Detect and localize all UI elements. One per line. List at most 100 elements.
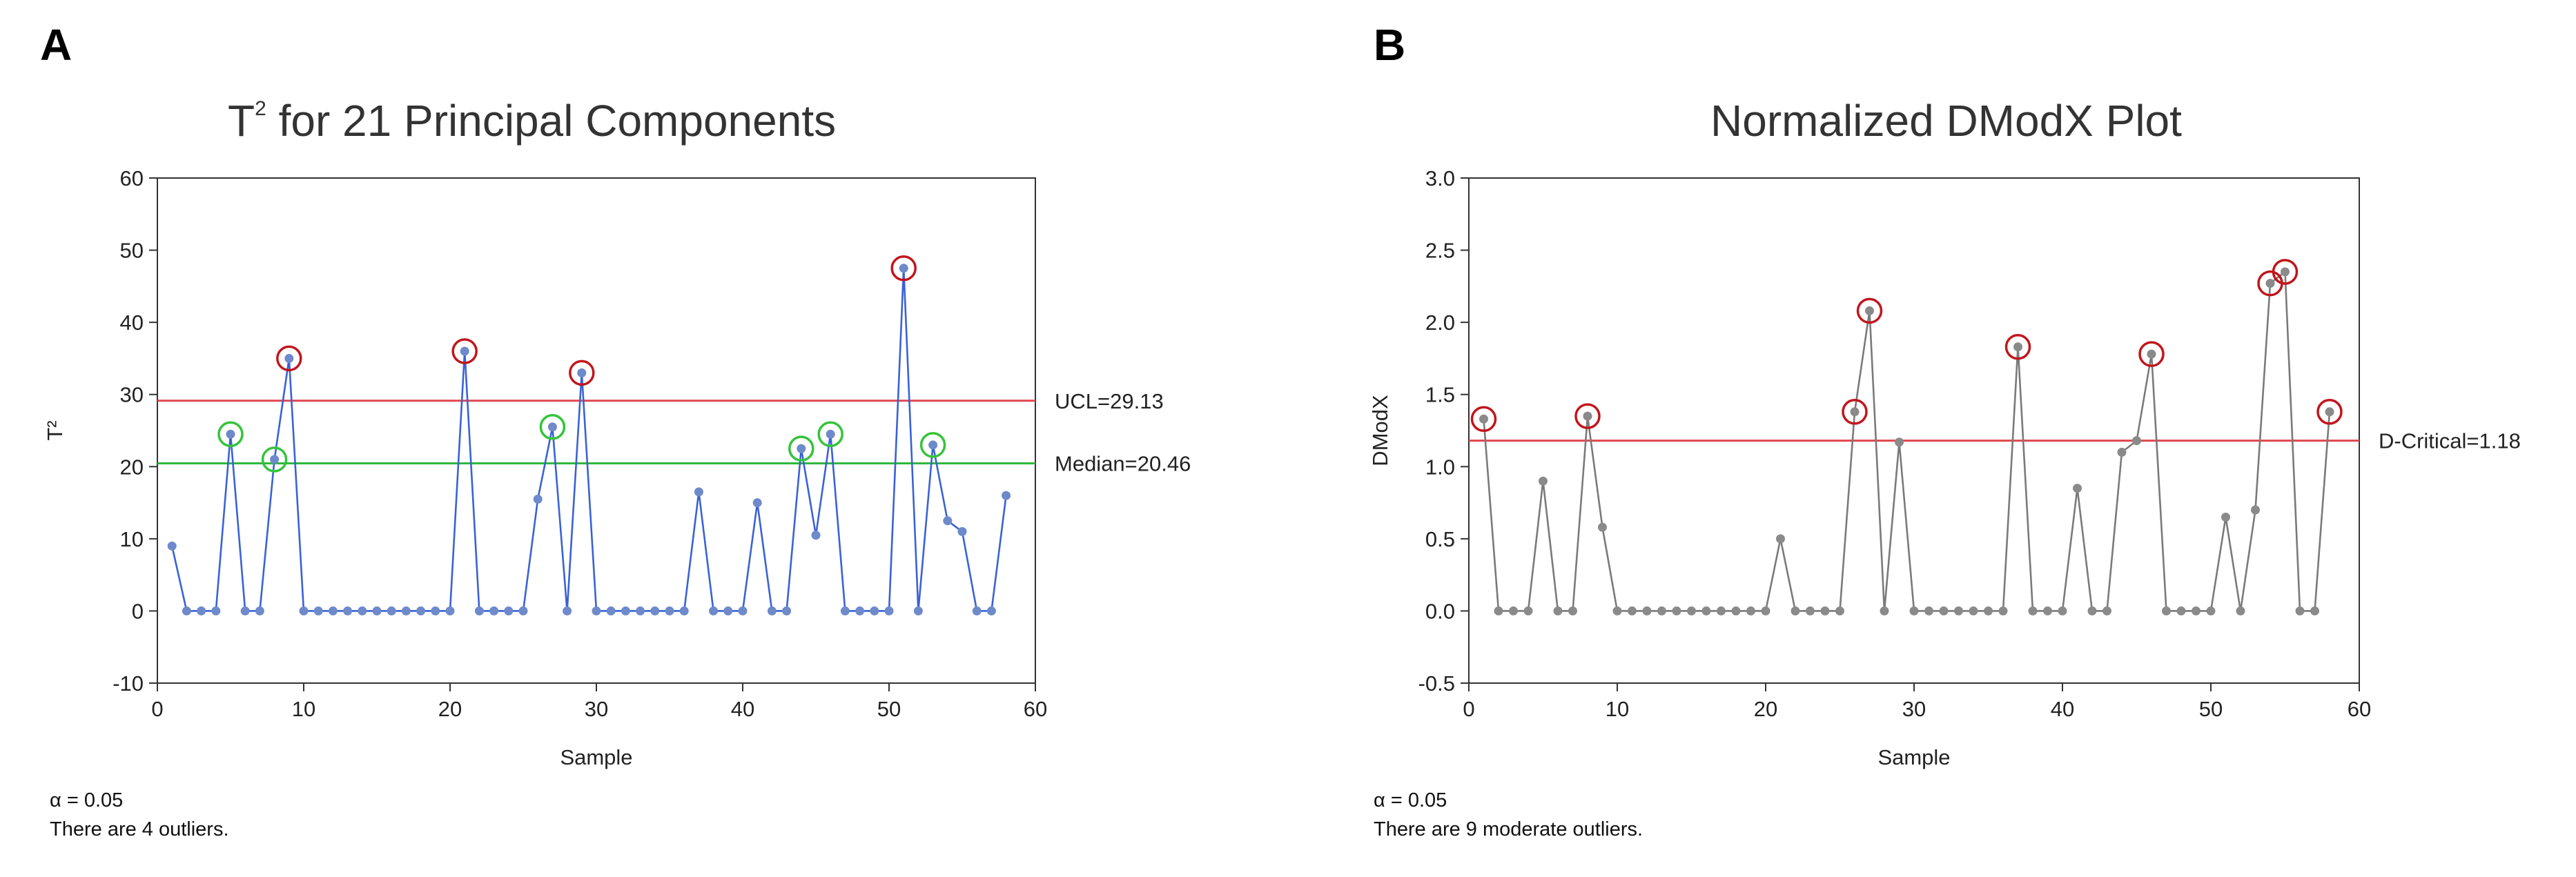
dmodx-data-point xyxy=(1479,414,1488,424)
t2-outlier-circle xyxy=(276,345,302,372)
dmodx-data-point xyxy=(1657,606,1666,615)
t2-data-point xyxy=(577,368,587,377)
t2-data-point xyxy=(665,606,674,615)
t2-x-axis-label: Sample xyxy=(560,745,632,769)
dmodx-data-point xyxy=(2073,484,2082,493)
dmodx-data-point xyxy=(1850,407,1860,417)
t2-data-point xyxy=(547,422,557,432)
dmodx-data-point xyxy=(1924,606,1933,615)
dmodx-data-point xyxy=(1523,606,1533,615)
dmodx-data-point xyxy=(1806,606,1815,615)
t2-ytick-label: 50 xyxy=(120,239,144,263)
chart-title-t2-sup: 2 xyxy=(255,97,266,120)
dmodx-ytick-label: 0.5 xyxy=(1425,527,1455,551)
dmodx-y-axis-label: DModX xyxy=(1368,395,1392,466)
t2-data-point xyxy=(431,606,440,615)
t2-data-point xyxy=(986,606,996,615)
t2-data-point xyxy=(372,606,382,615)
t2-data-point xyxy=(826,429,835,439)
dmodx-data-point xyxy=(2236,606,2245,615)
t2-moderate-circle xyxy=(817,421,843,447)
dmodx-data-point xyxy=(1509,606,1518,615)
t2-data-point xyxy=(563,606,572,615)
dmodx-data-point xyxy=(1553,606,1563,615)
t2-data-point xyxy=(752,498,762,508)
t2-data-point xyxy=(270,455,280,464)
t2-xtick-label: 20 xyxy=(438,697,462,721)
t2-data-point xyxy=(738,606,748,615)
t2-xtick-label: 40 xyxy=(731,697,754,721)
t2-ytick-label: 0 xyxy=(132,599,144,623)
t2-outlier-circle xyxy=(890,255,917,282)
t2-data-point xyxy=(533,494,543,504)
chart-title-t2-main: T xyxy=(228,96,255,146)
note-outliers-b: There are 9 moderate outliers. xyxy=(1374,818,1643,840)
dmodx-data-point xyxy=(1717,606,1726,615)
dmodx-ytick-label: 1.0 xyxy=(1425,455,1455,479)
dmodx-outlier-circle xyxy=(2004,333,2031,360)
t2-outlier-circle xyxy=(569,359,595,386)
dmodx-data-point xyxy=(2043,606,2052,615)
t2-ytick-label: 30 xyxy=(120,383,144,407)
t2-data-point xyxy=(167,541,177,551)
t2-data-point xyxy=(899,264,908,273)
dmodx-data-point xyxy=(2295,606,2305,615)
dmodx-data-point xyxy=(1642,606,1652,615)
t2-data-point xyxy=(401,606,411,615)
dmodx-ytick-label: 1.5 xyxy=(1425,383,1455,407)
dmodx-xtick-label: 30 xyxy=(1902,697,1926,721)
t2-moderate-circle xyxy=(261,446,288,473)
dmodx-data-point xyxy=(2028,606,2038,615)
t2-xtick-label: 50 xyxy=(877,697,901,721)
dmodx-data-point xyxy=(1701,606,1711,615)
dmodx-outlier-circle xyxy=(1574,403,1601,429)
dmodx-ytick-label: 3.0 xyxy=(1425,166,1455,190)
t2-ytick-label: 10 xyxy=(120,527,144,551)
t2-data-point xyxy=(255,606,264,615)
t2-data-point xyxy=(709,606,719,615)
dmodx-xtick-label: 60 xyxy=(2348,697,2371,721)
dmodx-data-point xyxy=(1731,606,1741,615)
t2-ytick-label: -10 xyxy=(113,671,144,696)
dmodx-data-point xyxy=(2206,606,2216,615)
dmodx-data-point xyxy=(1790,606,1800,615)
dmodx-data-point xyxy=(1761,606,1770,615)
dmodx-xtick-label: 10 xyxy=(1606,697,1629,721)
dmodx-xtick-label: 50 xyxy=(2199,697,2223,721)
dmodx-ref-label-d-critical: D-Critical=1.18 xyxy=(2379,429,2521,453)
t2-series-line xyxy=(170,267,1007,612)
dmodx-data-point xyxy=(2087,606,2097,615)
dmodx-data-point xyxy=(2058,606,2067,615)
t2-data-point xyxy=(811,531,821,540)
t2-data-point xyxy=(840,606,850,615)
dmodx-data-point xyxy=(2162,606,2171,615)
t2-ytick-label: 20 xyxy=(120,455,144,479)
note-alpha-b: α = 0.05 xyxy=(1374,789,1447,811)
t2-ytick-label: 40 xyxy=(120,311,144,335)
t2-ref-label-median: Median=20.46 xyxy=(1055,451,1191,475)
dmodx-data-point xyxy=(1672,606,1681,615)
dmodx-ytick-label: 0.0 xyxy=(1425,599,1455,623)
dmodx-data-point xyxy=(1984,606,1993,615)
t2-data-point xyxy=(870,606,879,615)
dmodx-data-point xyxy=(1954,606,1963,615)
panel-letter-a: A xyxy=(40,20,72,70)
t2-data-point xyxy=(606,606,616,615)
t2-data-point xyxy=(489,606,499,615)
t2-data-point xyxy=(211,606,221,615)
t2-xtick-label: 10 xyxy=(292,697,315,721)
dmodx-data-point xyxy=(2251,505,2260,515)
dmodx-data-point xyxy=(1568,606,1577,615)
dmodx-outlier-circle xyxy=(1856,297,1883,324)
dmodx-data-point xyxy=(2117,447,2127,457)
dmodx-data-point xyxy=(2147,349,2156,359)
t2-data-point xyxy=(723,606,733,615)
dmodx-outlier-circle xyxy=(2316,399,2343,425)
dmodx-series-line xyxy=(1483,270,2331,612)
t2-data-point xyxy=(943,516,953,526)
chart-title-t2-rest: for 21 Principal Components xyxy=(266,96,837,146)
t2-data-point xyxy=(957,526,967,536)
dmodx-data-point xyxy=(1539,476,1548,486)
dmodx-data-point xyxy=(1969,606,1978,615)
t2-data-point xyxy=(474,606,484,615)
